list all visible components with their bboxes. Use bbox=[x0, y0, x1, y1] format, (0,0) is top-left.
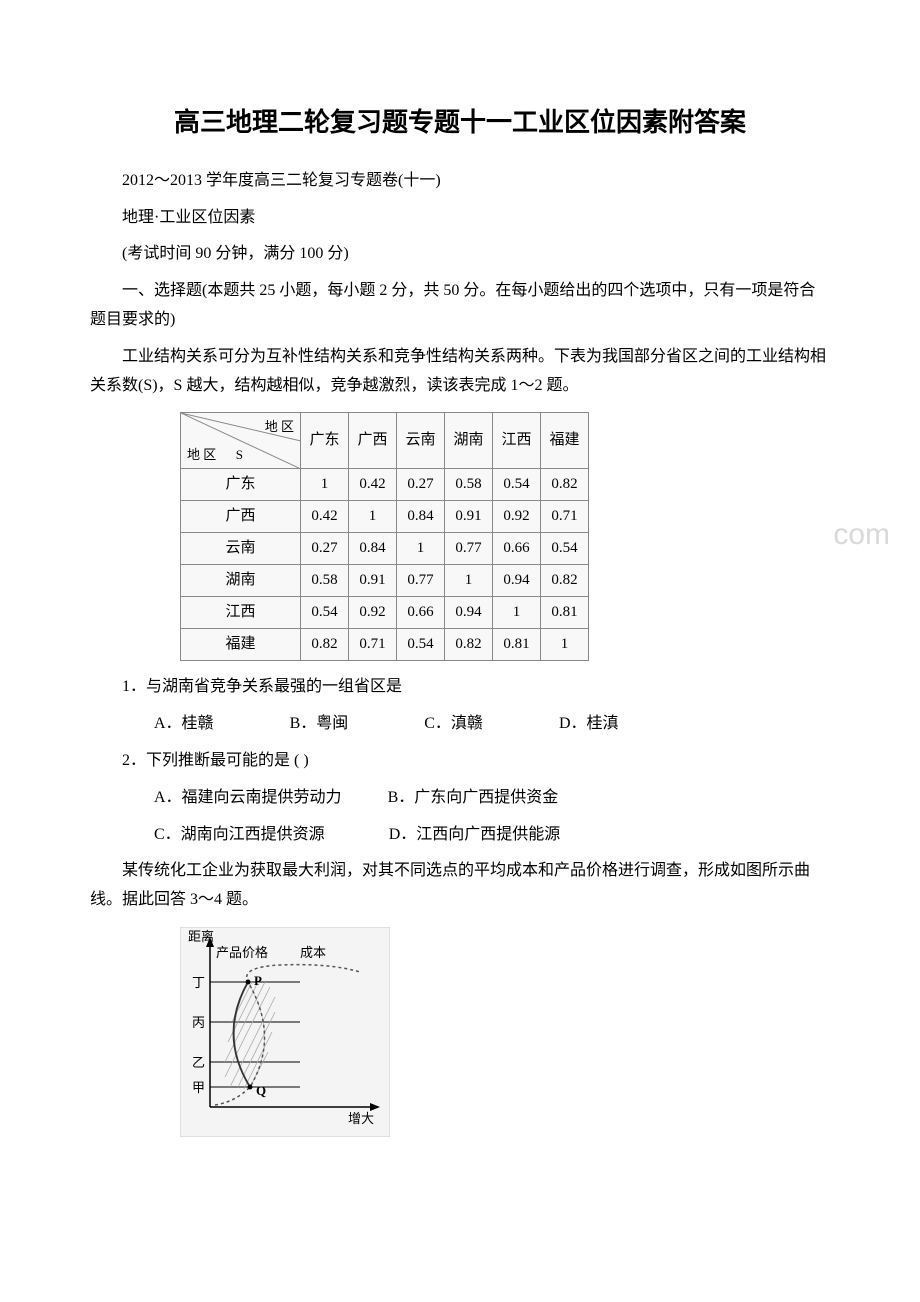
table-cell: 0.54 bbox=[301, 597, 349, 629]
table-cell: 0.82 bbox=[541, 565, 589, 597]
y-tick-ding: 丁 bbox=[192, 975, 205, 990]
option-b: B．广东向广西提供资金 bbox=[356, 784, 559, 813]
table-cell: 0.27 bbox=[397, 469, 445, 501]
table-cell: 0.92 bbox=[349, 597, 397, 629]
table-row-label: 广西 bbox=[181, 501, 301, 533]
table-cell: 0.77 bbox=[445, 533, 493, 565]
table-header: 广东 bbox=[301, 413, 349, 469]
table-header-row: 地 区 S 地 区 广东 广西 云南 湖南 江西 福建 bbox=[181, 413, 589, 469]
option-c: C．湖南向江西提供资源 bbox=[122, 821, 325, 850]
table-cell: 1 bbox=[349, 501, 397, 533]
point-q-marker bbox=[248, 1084, 253, 1089]
table-row: 广东 1 0.42 0.27 0.58 0.54 0.82 bbox=[181, 469, 589, 501]
table-cell: 0.71 bbox=[541, 501, 589, 533]
option-a: A．桂赣 bbox=[122, 710, 214, 739]
table-header: 云南 bbox=[397, 413, 445, 469]
table-row: 广西 0.42 1 0.84 0.91 0.92 0.71 bbox=[181, 501, 589, 533]
diag-top-label: 地 区 bbox=[265, 415, 294, 438]
option-c: C．滇赣 bbox=[392, 710, 483, 739]
chart-bg bbox=[180, 927, 390, 1137]
x-axis-label: 增大 bbox=[348, 1111, 374, 1126]
option-d: D．桂滇 bbox=[527, 710, 619, 739]
table-row-label: 江西 bbox=[181, 597, 301, 629]
table-cell: 0.27 bbox=[301, 533, 349, 565]
data-table-container: 地 区 S 地 区 广东 广西 云南 湖南 江西 福建 广东 1 0.42 0.… bbox=[180, 412, 830, 661]
question-2-options-row1: A．福建向云南提供劳动力 B．广东向广西提供资金 bbox=[90, 784, 830, 813]
table-cell: 0.54 bbox=[493, 469, 541, 501]
y-axis-label: 距离 bbox=[188, 929, 214, 944]
question-intro-1-2: 工业结构关系可分为互补性结构关系和竞争性结构关系两种。下表为我国部分省区之间的工… bbox=[90, 343, 830, 401]
diag-bottom-label: 地 区 bbox=[187, 443, 216, 466]
cost-legend-label: 成本 bbox=[300, 945, 326, 960]
table-header: 广西 bbox=[349, 413, 397, 469]
table-cell: 1 bbox=[541, 629, 589, 661]
table-cell: 1 bbox=[301, 469, 349, 501]
table-cell: 0.58 bbox=[445, 469, 493, 501]
question-1-options: A．桂赣 B．粤闽 C．滇赣 D．桂滇 bbox=[90, 710, 830, 739]
point-p-label: P bbox=[254, 973, 262, 988]
table-row: 湖南 0.58 0.91 0.77 1 0.94 0.82 bbox=[181, 565, 589, 597]
table-cell: 0.54 bbox=[397, 629, 445, 661]
table-cell: 0.84 bbox=[397, 501, 445, 533]
option-b: B．粤闽 bbox=[258, 710, 349, 739]
y-tick-bing: 丙 bbox=[192, 1015, 205, 1030]
table-cell: 1 bbox=[445, 565, 493, 597]
table-row: 云南 0.27 0.84 1 0.77 0.66 0.54 bbox=[181, 533, 589, 565]
table-row: 福建 0.82 0.71 0.54 0.82 0.81 1 bbox=[181, 629, 589, 661]
y-tick-yi: 乙 bbox=[192, 1055, 205, 1070]
question-2-stem: 2．下列推断最可能的是 ( ) bbox=[90, 747, 830, 776]
table-cell: 0.42 bbox=[301, 501, 349, 533]
point-p-marker bbox=[246, 979, 251, 984]
subtitle-year: 2012～2013 学年度高三二轮复习专题卷(十一) bbox=[90, 167, 830, 196]
table-cell: 0.84 bbox=[349, 533, 397, 565]
subtitle-subject: 地理·工业区位因素 bbox=[90, 204, 830, 233]
table-cell: 0.42 bbox=[349, 469, 397, 501]
chart-svg: 丁 丙 乙 甲 距离 产品价格 成本 增大 P Q bbox=[180, 927, 390, 1137]
table-cell: 0.77 bbox=[397, 565, 445, 597]
page-title: 高三地理二轮复习题专题十一工业区位因素附答案 bbox=[90, 100, 830, 147]
y-tick-jia: 甲 bbox=[192, 1080, 205, 1095]
question-2-options-row2: C．湖南向江西提供资源 D．江西向广西提供能源 bbox=[90, 821, 830, 850]
table-cell: 0.66 bbox=[493, 533, 541, 565]
table-cell: 0.92 bbox=[493, 501, 541, 533]
table-cell: 0.58 bbox=[301, 565, 349, 597]
section-heading: 一、选择题(本题共 25 小题，每小题 2 分，共 50 分。在每小题给出的四个… bbox=[90, 277, 830, 335]
table-cell: 0.91 bbox=[445, 501, 493, 533]
table-cell: 0.94 bbox=[445, 597, 493, 629]
question-intro-3-4: 某传统化工企业为获取最大利润，对其不同选点的平均成本和产品价格进行调查，形成如图… bbox=[90, 857, 830, 915]
table-cell: 0.91 bbox=[349, 565, 397, 597]
table-cell: 1 bbox=[493, 597, 541, 629]
table-row-label: 云南 bbox=[181, 533, 301, 565]
y-axis-sublabel: 产品价格 bbox=[216, 945, 268, 960]
point-q-label: Q bbox=[256, 1083, 266, 1098]
cost-price-chart: 丁 丙 乙 甲 距离 产品价格 成本 增大 P Q bbox=[180, 927, 830, 1148]
option-a: A．福建向云南提供劳动力 bbox=[122, 784, 342, 813]
table-row-label: 湖南 bbox=[181, 565, 301, 597]
question-1-stem: 1．与湖南省竞争关系最强的一组省区是 bbox=[90, 673, 830, 702]
correlation-table: 地 区 S 地 区 广东 广西 云南 湖南 江西 福建 广东 1 0.42 0.… bbox=[180, 412, 589, 661]
table-cell: 0.81 bbox=[493, 629, 541, 661]
table-row-label: 广东 bbox=[181, 469, 301, 501]
exam-info: (考试时间 90 分钟，满分 100 分) bbox=[90, 240, 830, 269]
table-cell: 0.81 bbox=[541, 597, 589, 629]
table-header: 江西 bbox=[493, 413, 541, 469]
table-cell: 0.94 bbox=[493, 565, 541, 597]
table-cell: 0.54 bbox=[541, 533, 589, 565]
table-cell: 0.66 bbox=[397, 597, 445, 629]
diag-center-label: S bbox=[236, 443, 243, 466]
table-header: 湖南 bbox=[445, 413, 493, 469]
option-d: D．江西向广西提供能源 bbox=[357, 821, 561, 850]
watermark-text: com bbox=[833, 508, 890, 562]
table-cell: 0.71 bbox=[349, 629, 397, 661]
table-header: 福建 bbox=[541, 413, 589, 469]
table-cell: 0.82 bbox=[445, 629, 493, 661]
table-cell: 1 bbox=[397, 533, 445, 565]
table-cell: 0.82 bbox=[541, 469, 589, 501]
diagonal-header-cell: 地 区 S 地 区 bbox=[181, 413, 301, 469]
table-row: 江西 0.54 0.92 0.66 0.94 1 0.81 bbox=[181, 597, 589, 629]
table-row-label: 福建 bbox=[181, 629, 301, 661]
table-cell: 0.82 bbox=[301, 629, 349, 661]
